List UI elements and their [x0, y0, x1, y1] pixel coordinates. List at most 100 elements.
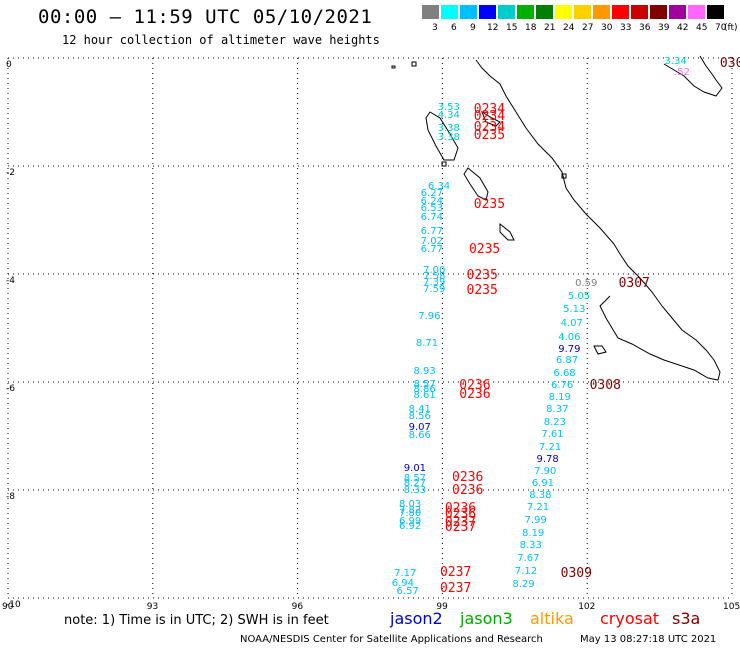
legend-unit: (ft)	[724, 23, 738, 33]
wave-height-label: 7.21	[526, 502, 550, 514]
wave-height-label: 8.19	[522, 528, 545, 540]
wave-height-label: 7.21	[538, 441, 562, 453]
legend-swatch	[669, 5, 686, 19]
legend-swatch	[460, 5, 477, 19]
y-tick-label: -2	[6, 168, 15, 178]
x-tick-label: 96	[291, 602, 304, 612]
orbit-number-label: 0237	[439, 581, 472, 597]
y-tick-label: -4	[6, 276, 15, 286]
wave-height-label: 6.34	[427, 180, 451, 192]
wave-height-label: 6.77	[420, 225, 443, 237]
orbit-number-label: 0234	[473, 101, 506, 117]
wave-height-label: 6.68	[553, 368, 576, 380]
orbit-number-label: 0236	[452, 483, 484, 499]
sat-jason2: jason2	[390, 609, 443, 628]
wave-height-label: 8.56	[408, 410, 431, 422]
wave-height-label: 7.12	[514, 566, 538, 578]
legend-tick-label: 42	[677, 23, 689, 33]
footer-timestamp: May 13 08:27:18 UTC 2021	[580, 634, 717, 645]
legend-tick-label: 21	[544, 23, 556, 33]
batu-island	[480, 110, 501, 127]
wave-height-label: 8.41	[408, 404, 431, 416]
wave-height-label: 6.92	[398, 520, 422, 532]
legend-swatch	[688, 5, 705, 19]
orbit-number-label: 0306	[719, 56, 740, 72]
legend-swatch	[650, 5, 667, 19]
wave-height-label: 8.86	[413, 383, 436, 395]
wave-height-label: 3.53	[437, 101, 460, 113]
legend-tick-label: 15	[506, 23, 518, 33]
wave-height-label: 7.59	[423, 284, 446, 296]
orbit-number-label: 0235	[473, 127, 506, 143]
sumatra-coastline	[475, 59, 721, 381]
wave-height-label: 8.71	[415, 338, 439, 350]
legend-swatch	[479, 5, 496, 19]
orbit-number-label: 0235	[473, 196, 506, 212]
legend-tick-label: 45	[696, 23, 708, 33]
wave-height-label: 7.99	[524, 515, 547, 527]
wave-height-label: 0.59	[575, 277, 598, 289]
wave-height-label: 5.05	[567, 290, 591, 302]
nias-island	[463, 167, 489, 201]
orbit-number-label: 0235	[466, 268, 498, 284]
x-tick-label: 105	[723, 602, 740, 612]
legend-swatch	[707, 5, 724, 19]
wave-height-label: 7.82	[398, 504, 422, 516]
legend-swatch	[612, 5, 629, 19]
wave-height-label: 7.17	[394, 568, 417, 580]
orbit-number-label: 0235	[466, 283, 498, 299]
wave-height-label: 8.66	[408, 430, 431, 441]
wave-height-label: 8.57	[403, 473, 427, 485]
wave-height-label: .52	[674, 67, 690, 79]
wave-height-label: 9.78	[536, 453, 559, 465]
wave-height-label: 9.01	[403, 463, 427, 475]
wave-height-label: 9.07	[408, 422, 431, 434]
islet-3	[561, 173, 567, 179]
legend-tick-label: 30	[601, 23, 613, 33]
orbit-number-label: 0236	[444, 501, 477, 517]
wave-height-label: 4.07	[560, 317, 583, 329]
wave-height-label: 9.79	[558, 343, 581, 355]
legend-swatch	[422, 5, 439, 19]
legend-tick-label: 70	[715, 23, 727, 33]
x-tick-label: 90	[2, 602, 14, 612]
wave-height-label: 8.61	[413, 390, 436, 402]
wave-height-label: 8.33	[519, 540, 542, 552]
wave-height-label: 8.27	[403, 477, 427, 489]
wave-height-label: 7.90	[534, 465, 557, 477]
orbit-number-label: 0236	[452, 470, 484, 486]
wave-height-label: 8.38	[529, 490, 552, 502]
wave-height-label: 6.94	[391, 577, 414, 589]
footer-credit: NOAA/NESDIS Center for Satellite Applica…	[240, 634, 543, 645]
legend-swatch	[555, 5, 572, 19]
malay-coastline	[663, 55, 723, 97]
wave-height-label: 5.13	[563, 303, 586, 315]
y-tick-label: -10	[6, 600, 21, 610]
wave-height-label: 7.00	[423, 264, 446, 276]
wave-height-label: 7.58	[423, 271, 446, 283]
wave-height-label: 4.34	[437, 110, 460, 122]
wave-height-label: 6.24	[420, 195, 443, 207]
y-tick-label: -8	[6, 492, 15, 502]
enggano-island	[593, 345, 607, 355]
orbit-number-label: 0237	[439, 565, 472, 581]
wave-height-label: 8.19	[548, 392, 571, 404]
orbit-number-label: 0307	[618, 275, 650, 291]
wave-height-label: 8.03	[398, 499, 422, 511]
page-subtitle: 12 hour collection of altimeter wave hei…	[62, 33, 380, 47]
wave-height-label: 6.76	[551, 380, 574, 392]
orbit-number-label: 0308	[589, 378, 621, 394]
orbit-number-label: 0237	[444, 515, 477, 531]
wave-height-label: 8.29	[512, 579, 535, 591]
wave-height-label: 6.57	[396, 585, 419, 597]
simeulue-island	[425, 111, 459, 161]
orbit-number-label: 0235	[468, 242, 501, 258]
legend-tick-label: 24	[563, 23, 575, 33]
y-tick-label: 0	[6, 60, 12, 70]
wave-height-label: 3.38	[437, 131, 460, 143]
wave-height-label: 3.38	[437, 123, 460, 135]
mentawai-island	[499, 222, 515, 241]
wave-height-label: 7.67	[517, 553, 540, 565]
legend-swatch	[441, 5, 458, 19]
wave-height-label: 8.57	[413, 379, 436, 391]
